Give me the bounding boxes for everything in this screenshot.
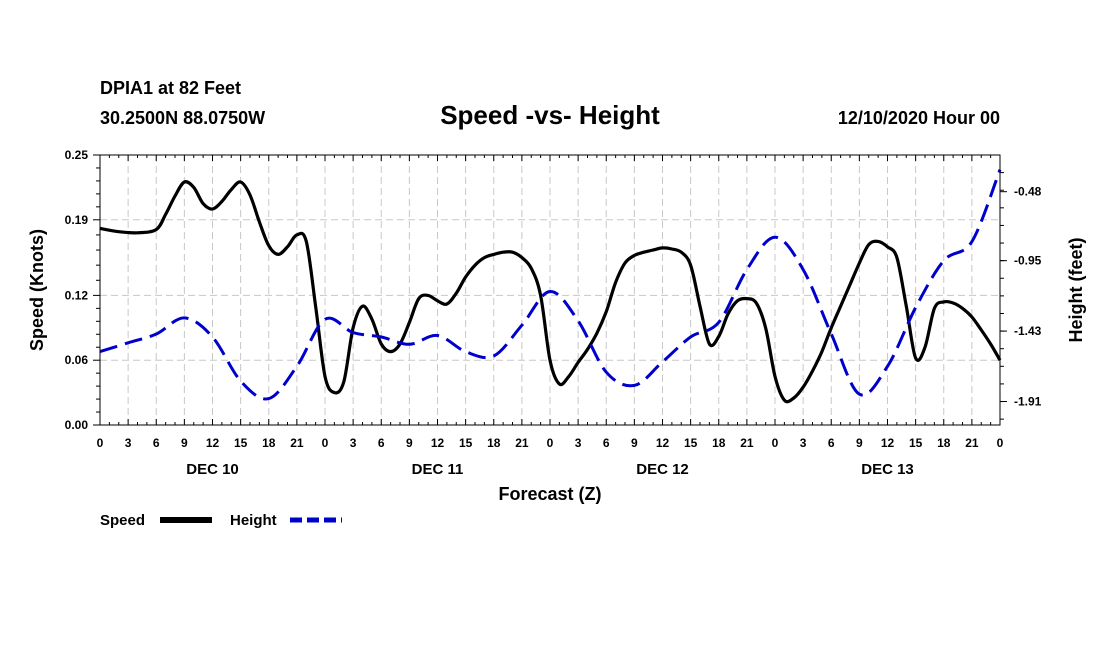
- x-tick-label: 9: [181, 436, 188, 450]
- forecast-run-label: 12/10/2020 Hour 00: [838, 108, 1000, 128]
- x-tick-label: 3: [575, 436, 582, 450]
- day-label: DEC 12: [636, 461, 689, 478]
- coordinates-label: 30.2500N 88.0750W: [100, 108, 265, 128]
- x-tick-label: 9: [406, 436, 413, 450]
- day-label: DEC 11: [412, 461, 464, 478]
- legend: Speed Height: [100, 512, 342, 529]
- x-tick-label: 3: [350, 436, 357, 450]
- x-tick-label: 0: [97, 436, 104, 450]
- x-tick-label: 0: [997, 436, 1004, 450]
- x-tick-label: 9: [856, 436, 863, 450]
- legend-speed-label: Speed: [100, 512, 145, 529]
- day-label: DEC 13: [861, 461, 914, 478]
- y-axis-title: Speed (Knots): [27, 229, 47, 351]
- y-tick-label: 0.25: [65, 148, 89, 162]
- x-tick-label: 12: [656, 436, 670, 450]
- y2-tick-label: -1.43: [1014, 324, 1042, 338]
- x-tick-label: 6: [828, 436, 835, 450]
- speed-series-line: [99, 180, 1002, 404]
- x-tick-label: 18: [262, 436, 276, 450]
- y-tick-label: 0.00: [65, 418, 89, 432]
- x-tick-label: 3: [125, 436, 132, 450]
- y2-tick-label: -0.48: [1014, 185, 1042, 199]
- x-tick-label: 12: [431, 436, 445, 450]
- tick-labels: 0 3 6 9 12 15 18 21 0 3 6 9 12 15 18 21 0 3 6 9 12 15 18 21 0 3 6 9…: [65, 148, 1042, 478]
- x-tick-label: 18: [937, 436, 951, 450]
- x-tick-label: 15: [459, 436, 473, 450]
- x-tick-label: 0: [547, 436, 554, 450]
- x-tick-label: 9: [631, 436, 638, 450]
- x-tick-label: 18: [712, 436, 726, 450]
- x-tick-label: 21: [515, 436, 529, 450]
- x-tick-label: 3: [800, 436, 807, 450]
- x-tick-label: 21: [740, 436, 754, 450]
- x-tick-label: 12: [881, 436, 895, 450]
- x-tick-label: 18: [487, 436, 501, 450]
- x-tick-label: 15: [234, 436, 248, 450]
- station-label: DPIA1 at 82 Feet: [100, 78, 241, 98]
- x-tick-label: 12: [206, 436, 220, 450]
- series-lines: [99, 169, 1002, 404]
- y2-axis-title: Height (feet): [1066, 238, 1086, 343]
- height-series-line: [99, 169, 1002, 401]
- legend-height-label: Height: [230, 512, 277, 529]
- x-tick-label: 21: [290, 436, 304, 450]
- x-tick-label: 6: [603, 436, 610, 450]
- y-tick-label: 0.19: [65, 213, 89, 227]
- x-tick-label: 0: [322, 436, 329, 450]
- axis-ticks: [93, 154, 1007, 426]
- x-tick-label: 15: [684, 436, 698, 450]
- x-tick-label: 6: [378, 436, 385, 450]
- x-tick-label: 6: [153, 436, 160, 450]
- y2-tick-label: -1.91: [1014, 395, 1042, 409]
- x-axis-title: Forecast (Z): [498, 484, 601, 504]
- day-label: DEC 10: [186, 461, 239, 478]
- y2-tick-label: -0.95: [1014, 254, 1042, 268]
- y-tick-label: 0.12: [65, 288, 89, 302]
- x-tick-label: 15: [909, 436, 923, 450]
- x-tick-label: 21: [965, 436, 979, 450]
- chart-title: Speed -vs- Height: [440, 100, 660, 130]
- y-tick-label: 0.06: [65, 353, 89, 367]
- grid-lines: [100, 155, 1000, 425]
- x-tick-label: 0: [772, 436, 779, 450]
